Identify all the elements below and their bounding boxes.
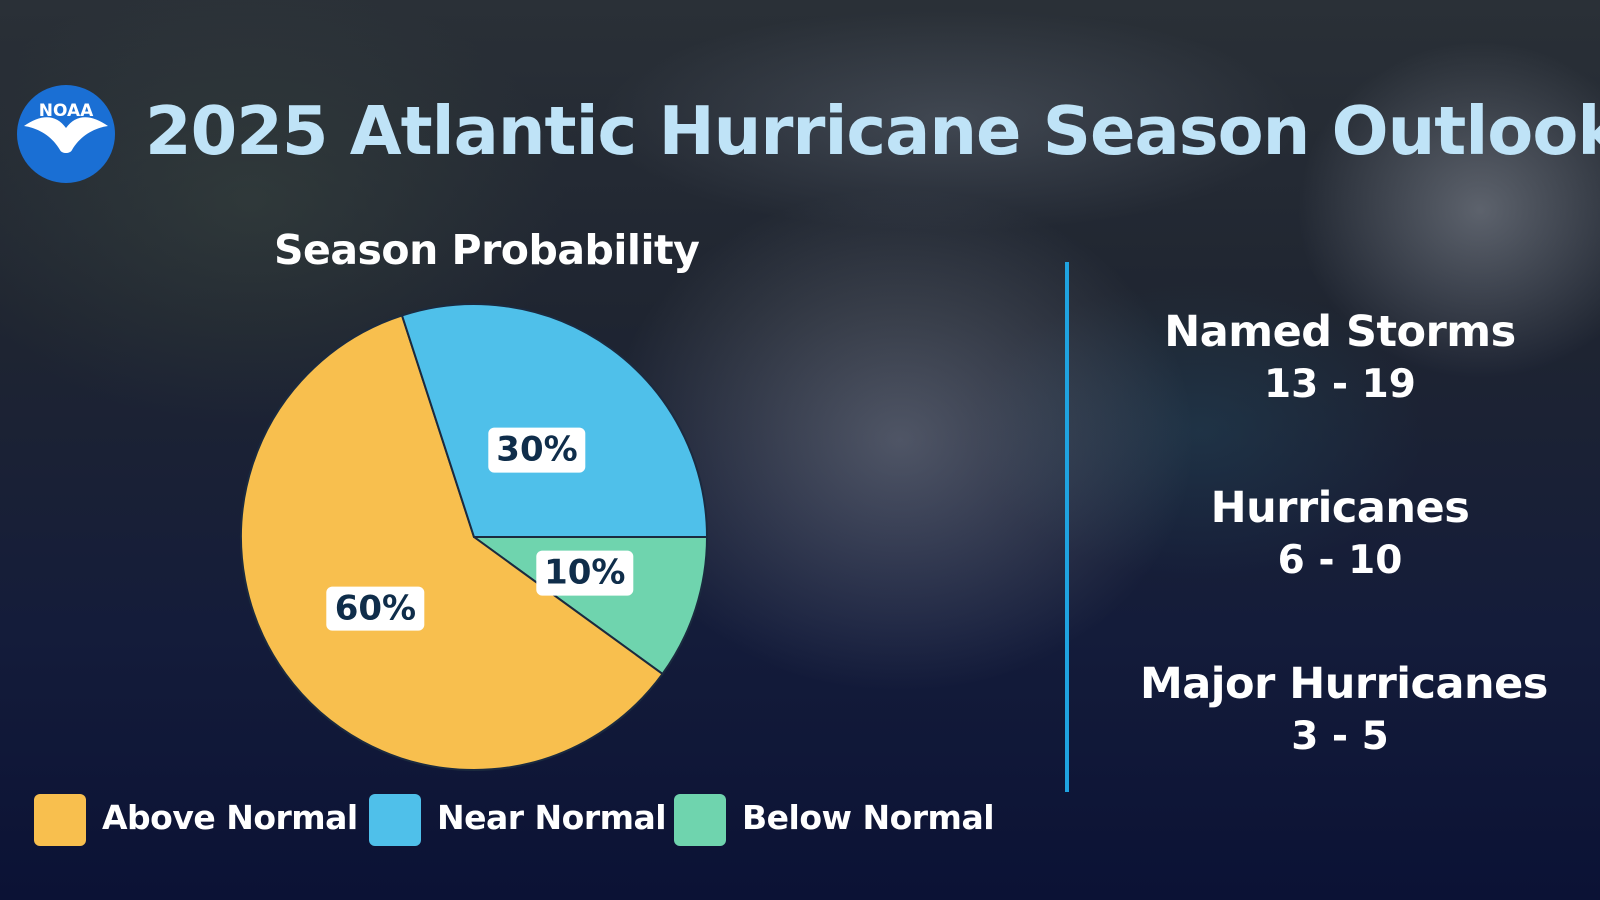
pie-slice-label: 60% — [326, 586, 425, 632]
pie-slice-above-normal — [240, 314, 664, 771]
chart-title: Season Probability — [274, 226, 700, 274]
stat-named-storms: Named Storms 13 - 19 — [1140, 305, 1540, 411]
legend-swatch — [674, 794, 726, 846]
pie-slice-label: 10% — [536, 550, 634, 596]
noaa-logo: NOAA — [17, 85, 115, 183]
stat-value: 3 - 5 — [1291, 714, 1389, 759]
stat-label: Named Storms — [1164, 307, 1516, 357]
pie-slice-label: 30% — [488, 427, 586, 473]
legend-swatch — [369, 794, 421, 846]
stat-value: 6 - 10 — [1277, 538, 1403, 583]
legend-swatch — [34, 794, 86, 846]
legend-label: Below Normal — [742, 798, 995, 837]
logo-text: NOAA — [39, 101, 94, 121]
pie-slice-below-normal — [470, 536, 709, 676]
stat-label: Major Hurricanes — [1140, 659, 1548, 709]
logo-bird — [24, 117, 108, 153]
page-title: 2025 Atlantic Hurricane Season Outlook — [145, 92, 1600, 170]
stat-value: 13 - 19 — [1264, 362, 1416, 407]
legend-label: Near Normal — [437, 798, 667, 837]
stat-hurricanes: Hurricanes 6 - 10 — [1140, 481, 1540, 587]
vertical-divider — [1065, 262, 1069, 792]
stat-label: Hurricanes — [1210, 483, 1470, 533]
stat-major-hurricanes: Major Hurricanes 3 - 5 — [1140, 657, 1548, 763]
legend-label: Above Normal — [102, 798, 358, 837]
pie-slice-near-normal — [400, 303, 709, 538]
